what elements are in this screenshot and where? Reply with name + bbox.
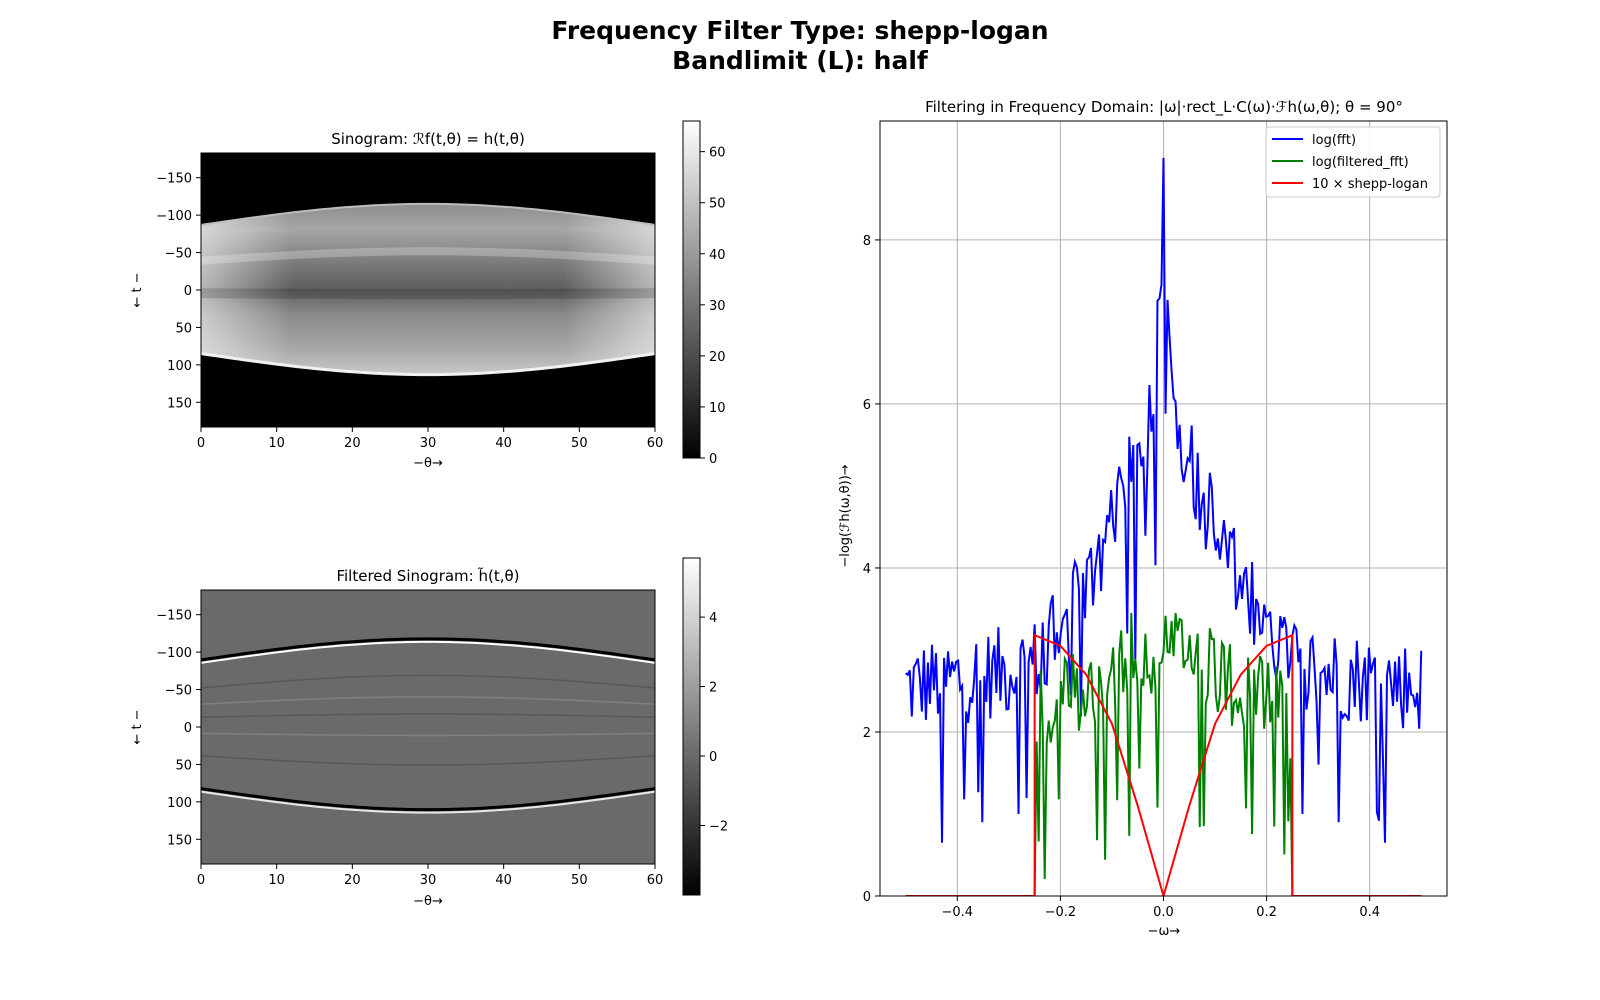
filtered-sinogram-ytick-label: 0 xyxy=(184,721,192,736)
filtered-sinogram-xtick-label: 20 xyxy=(344,873,361,888)
filtered-sinogram-colorbar-tick-label: −2 xyxy=(709,820,728,835)
filtered-sinogram-ytick-label: 150 xyxy=(167,833,192,848)
y-tick-label: 0 xyxy=(863,890,871,905)
filtered-sinogram-title: Filtered Sinogram: h̃(t,θ) xyxy=(336,566,519,585)
x-tick-label: 0.0 xyxy=(1153,905,1174,920)
sinogram-xtick-label: 0 xyxy=(197,436,205,451)
sinogram-xtick-label: 30 xyxy=(420,436,437,451)
filtered-sinogram-xlabel: −θ→ xyxy=(413,894,443,909)
filtered-sinogram-xtick-label: 50 xyxy=(571,873,588,888)
legend-label-log-fft: log(fft) xyxy=(1312,133,1356,148)
sinogram-colorbar-tick-label: 10 xyxy=(709,401,726,416)
y-tick-label: 6 xyxy=(863,398,871,413)
figure-title-line2: Bandlimit (L): half xyxy=(672,46,928,75)
filtered-sinogram-xtick-label: 0 xyxy=(197,873,205,888)
y-tick-label: 4 xyxy=(863,562,871,577)
filtered-sinogram-colorbar-tick-label: 4 xyxy=(709,611,717,626)
filtered-sinogram-xtick-label: 60 xyxy=(647,873,664,888)
sinogram-colorbar-tick-label: 20 xyxy=(709,350,726,365)
figure-title-line1: Frequency Filter Type: shepp-logan xyxy=(551,16,1049,45)
sinogram-panel: Sinogram: ℛf(t,θ) = h(t,θ) 0 10 20 30 40 50 60… xyxy=(130,120,726,471)
sinogram-colorbar-tick-label: 60 xyxy=(709,146,726,161)
sinogram-image xyxy=(201,153,655,427)
legend: log(fft) log(filtered_fft) 10 × shepp-lo… xyxy=(1265,126,1441,198)
x-tick-label: 0.4 xyxy=(1359,905,1380,920)
sinogram-ytick-label: 150 xyxy=(167,396,192,411)
x-tick-label: −0.2 xyxy=(1045,905,1077,920)
sinogram-ytick-label: −150 xyxy=(156,172,192,187)
sinogram-title: Sinogram: ℛf(t,θ) = h(t,θ) xyxy=(331,130,525,148)
filtered-sinogram-ytick-label: −150 xyxy=(156,609,192,624)
filtered-sinogram-ytick-label: 50 xyxy=(175,758,192,773)
y-tick-label: 8 xyxy=(863,234,871,249)
sinogram-ytick-label: 0 xyxy=(184,284,192,299)
series-line-shepp-logan xyxy=(905,633,1422,896)
filtered-sinogram-ytick-label: −50 xyxy=(165,684,192,699)
frequency-plot-xlabel: −ω→ xyxy=(1148,924,1181,939)
filtered-sinogram-xtick-label: 30 xyxy=(420,873,437,888)
sinogram-colorbar-tick-label: 40 xyxy=(709,248,726,263)
sinogram-xlabel: −θ→ xyxy=(413,456,443,471)
filtered-sinogram-image xyxy=(201,590,655,864)
filtered-sinogram-panel: Filtered Sinogram: h̃(t,θ) 0 10 20 30 40 50 60… xyxy=(130,557,728,909)
filtered-sinogram-colorbar-tick-label: 2 xyxy=(709,681,717,696)
filtered-sinogram-ytick-label: 100 xyxy=(167,796,192,811)
x-tick-label: −0.4 xyxy=(942,905,974,920)
sinogram-colorbar-tick-label: 30 xyxy=(709,299,726,314)
legend-label-log-filtered-fft: log(filtered_fft) xyxy=(1312,155,1409,170)
sinogram-colorbar-tick-label: 50 xyxy=(709,197,726,212)
x-tick-label: 0.2 xyxy=(1256,905,1277,920)
sinogram-colorbar xyxy=(682,120,701,459)
sinogram-ytick-label: 100 xyxy=(167,359,192,374)
sinogram-ytick-label: −50 xyxy=(165,247,192,262)
sinogram-ytick-label: 50 xyxy=(175,321,192,336)
sinogram-xtick-label: 20 xyxy=(344,436,361,451)
legend-box xyxy=(1265,126,1441,198)
frequency-plot-title: Filtering in Frequency Domain: |ω|·rect_… xyxy=(925,98,1403,117)
filtered-sinogram-colorbar-tick-label: 0 xyxy=(709,750,717,765)
sinogram-xtick-label: 60 xyxy=(647,436,664,451)
sinogram-xtick-label: 40 xyxy=(495,436,512,451)
legend-label-shepp-logan: 10 × shepp-logan xyxy=(1312,177,1428,192)
filtered-sinogram-ylabel: ← t − xyxy=(130,709,145,744)
sinogram-xtick-label: 10 xyxy=(268,436,285,451)
series-line-log-fft xyxy=(905,157,1423,843)
filtered-sinogram-ytick-label: −100 xyxy=(156,646,192,661)
sinogram-colorbar-tick-label: 0 xyxy=(709,452,717,467)
filtered-sinogram-colorbar xyxy=(682,557,701,896)
sinogram-ylabel: ← t − xyxy=(130,272,145,307)
frequency-plot-ylabel: −log(ℱh(ω,θ))→ xyxy=(838,464,853,567)
filtered-sinogram-xtick-label: 10 xyxy=(268,873,285,888)
y-tick-label: 2 xyxy=(863,726,871,741)
series-line-log-filtered-fft xyxy=(905,612,1422,896)
filtered-sinogram-xtick-label: 40 xyxy=(495,873,512,888)
frequency-plot-panel: Filtering in Frequency Domain: |ω|·rect_… xyxy=(838,98,1448,939)
sinogram-xtick-label: 50 xyxy=(571,436,588,451)
sinogram-ytick-label: −100 xyxy=(156,209,192,224)
